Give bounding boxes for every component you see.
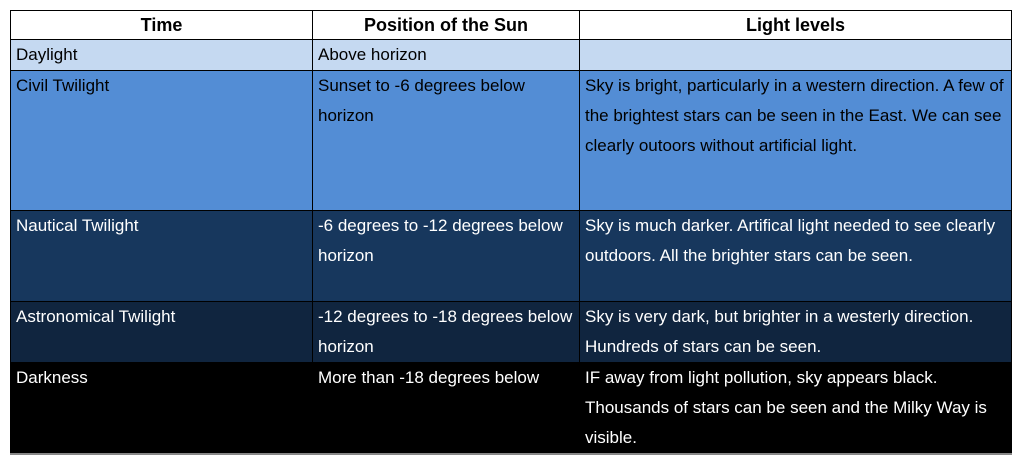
cell-position: -6 degrees to -12 degrees below horizon — [312, 210, 580, 302]
header-position: Position of the Sun — [312, 10, 580, 40]
cell-light: Sky is much darker. Artifical light need… — [579, 210, 1012, 302]
twilight-table: Time Position of the Sun Light levels Da… — [10, 10, 1012, 455]
table-row-civil-twilight: Civil Twilight Sunset to -6 degrees belo… — [10, 70, 1012, 211]
cell-position: Sunset to -6 degrees below horizon — [312, 70, 580, 211]
cell-time: Daylight — [10, 39, 313, 71]
table-row-darkness: Darkness More than -18 degrees below IF … — [10, 362, 1012, 455]
cell-light: Sky is bright, particularly in a western… — [579, 70, 1012, 211]
cell-time: Civil Twilight — [10, 70, 313, 211]
cell-position: More than -18 degrees below — [312, 362, 580, 455]
cell-light — [579, 39, 1012, 71]
header-time: Time — [10, 10, 313, 40]
cell-time: Astronomical Twilight — [10, 301, 313, 363]
cell-time: Darkness — [10, 362, 313, 455]
cell-light: IF away from light pollution, sky appear… — [579, 362, 1012, 455]
cell-light: Sky is very dark, but brighter in a west… — [579, 301, 1012, 363]
cell-time: Nautical Twilight — [10, 210, 313, 302]
header-light-levels: Light levels — [579, 10, 1012, 40]
cell-position: Above horizon — [312, 39, 580, 71]
table-row-astronomical-twilight: Astronomical Twilight -12 degrees to -18… — [10, 301, 1012, 363]
cell-position: -12 degrees to -18 degrees below horizon — [312, 301, 580, 363]
table-row-nautical-twilight: Nautical Twilight -6 degrees to -12 degr… — [10, 210, 1012, 302]
table-row-daylight: Daylight Above horizon — [10, 39, 1012, 71]
header-row: Time Position of the Sun Light levels — [10, 10, 1012, 40]
